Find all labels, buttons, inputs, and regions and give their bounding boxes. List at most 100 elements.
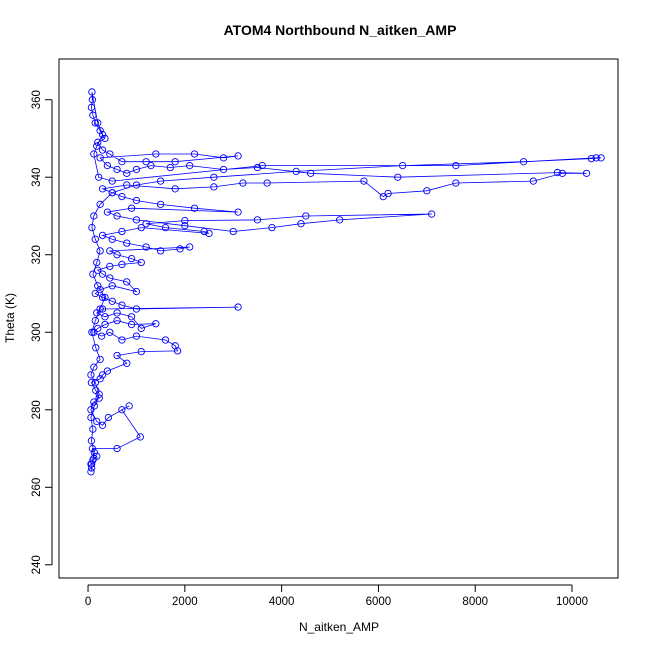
data-point [87, 103, 96, 112]
data-point [113, 212, 121, 220]
data-point [91, 316, 99, 325]
data-point [519, 158, 528, 166]
data-point [103, 161, 112, 170]
data-point [98, 293, 107, 302]
data-point [156, 247, 165, 255]
data-point [108, 235, 116, 243]
data-point [132, 305, 141, 313]
data-point [553, 168, 562, 177]
data-point [161, 336, 170, 344]
data-point [190, 150, 199, 158]
data-point [190, 204, 199, 212]
data-point [95, 394, 103, 402]
data-point [95, 173, 103, 181]
data-point [582, 169, 591, 177]
y-tick-label: 360 [31, 90, 43, 109]
data-point [171, 158, 179, 166]
data-point [587, 154, 596, 163]
data-point [142, 243, 150, 251]
x-axis-label: N_aitken_AMP [299, 620, 379, 634]
data-point [88, 223, 96, 232]
data-point [152, 150, 160, 158]
data-point [137, 258, 145, 267]
data-point [394, 173, 402, 181]
data-point [98, 270, 107, 278]
data-point [132, 332, 141, 340]
data-point [103, 367, 112, 375]
data-point [98, 231, 107, 240]
data-point [96, 375, 104, 383]
data-point [89, 111, 97, 119]
data-point [127, 320, 136, 329]
x-axis: 0 2000 4000 6000 8000 10000 [85, 584, 588, 608]
data-point [97, 332, 106, 340]
data-point [93, 142, 101, 150]
data-point [234, 303, 242, 311]
data-point [597, 154, 605, 162]
data-point [87, 413, 95, 422]
data-point [106, 274, 114, 282]
data-point [142, 158, 150, 166]
data-point [152, 320, 160, 328]
data-point [132, 287, 141, 296]
data-point [88, 464, 96, 472]
data-point [90, 402, 98, 410]
data-point [88, 88, 96, 96]
data-point [123, 239, 131, 247]
data-point [113, 444, 121, 453]
data-point [137, 347, 145, 356]
data-point [200, 227, 208, 236]
data-point [123, 278, 131, 286]
data-point [98, 421, 107, 429]
data-point [118, 301, 126, 309]
data-point [142, 220, 150, 228]
data-point [205, 229, 213, 238]
data-point [161, 223, 170, 232]
data-point [118, 192, 126, 201]
plot-frame [58, 58, 619, 579]
x-tick-label: 0 [85, 596, 91, 608]
data-point [428, 210, 436, 218]
data-point [302, 212, 310, 220]
data-point [88, 460, 96, 468]
data-point [118, 406, 126, 414]
data-point [253, 163, 262, 172]
data-point [101, 320, 109, 329]
data-point [123, 181, 131, 189]
data-point [108, 282, 116, 290]
data-point [171, 185, 179, 193]
data-point [98, 130, 107, 139]
data-point [96, 200, 104, 209]
data-point [91, 235, 99, 243]
data-point [268, 223, 276, 232]
data-point [384, 189, 392, 198]
data-point [529, 177, 537, 185]
data-point [101, 313, 109, 321]
data-point [108, 297, 116, 305]
data-point [181, 222, 189, 230]
y-tick-label: 240 [31, 555, 43, 574]
data-point [113, 316, 121, 325]
data-point [166, 163, 174, 172]
data-point [113, 165, 121, 174]
data-point [98, 185, 107, 193]
data-point [297, 220, 305, 228]
data-point [132, 165, 141, 174]
data-point [123, 169, 131, 177]
data-point [558, 169, 566, 177]
data-point [96, 285, 104, 294]
data-point [127, 204, 136, 212]
data-point [136, 433, 144, 441]
data-point [94, 119, 102, 127]
data-point [87, 468, 95, 476]
data-point [219, 154, 228, 162]
data-point [90, 448, 98, 457]
data-point [137, 223, 145, 232]
data-point [360, 177, 368, 185]
data-point [234, 152, 242, 160]
data-point [398, 161, 407, 170]
y-tick-label: 260 [31, 478, 43, 497]
data-point [113, 251, 121, 259]
data-point [253, 216, 262, 224]
data-point [118, 227, 126, 236]
